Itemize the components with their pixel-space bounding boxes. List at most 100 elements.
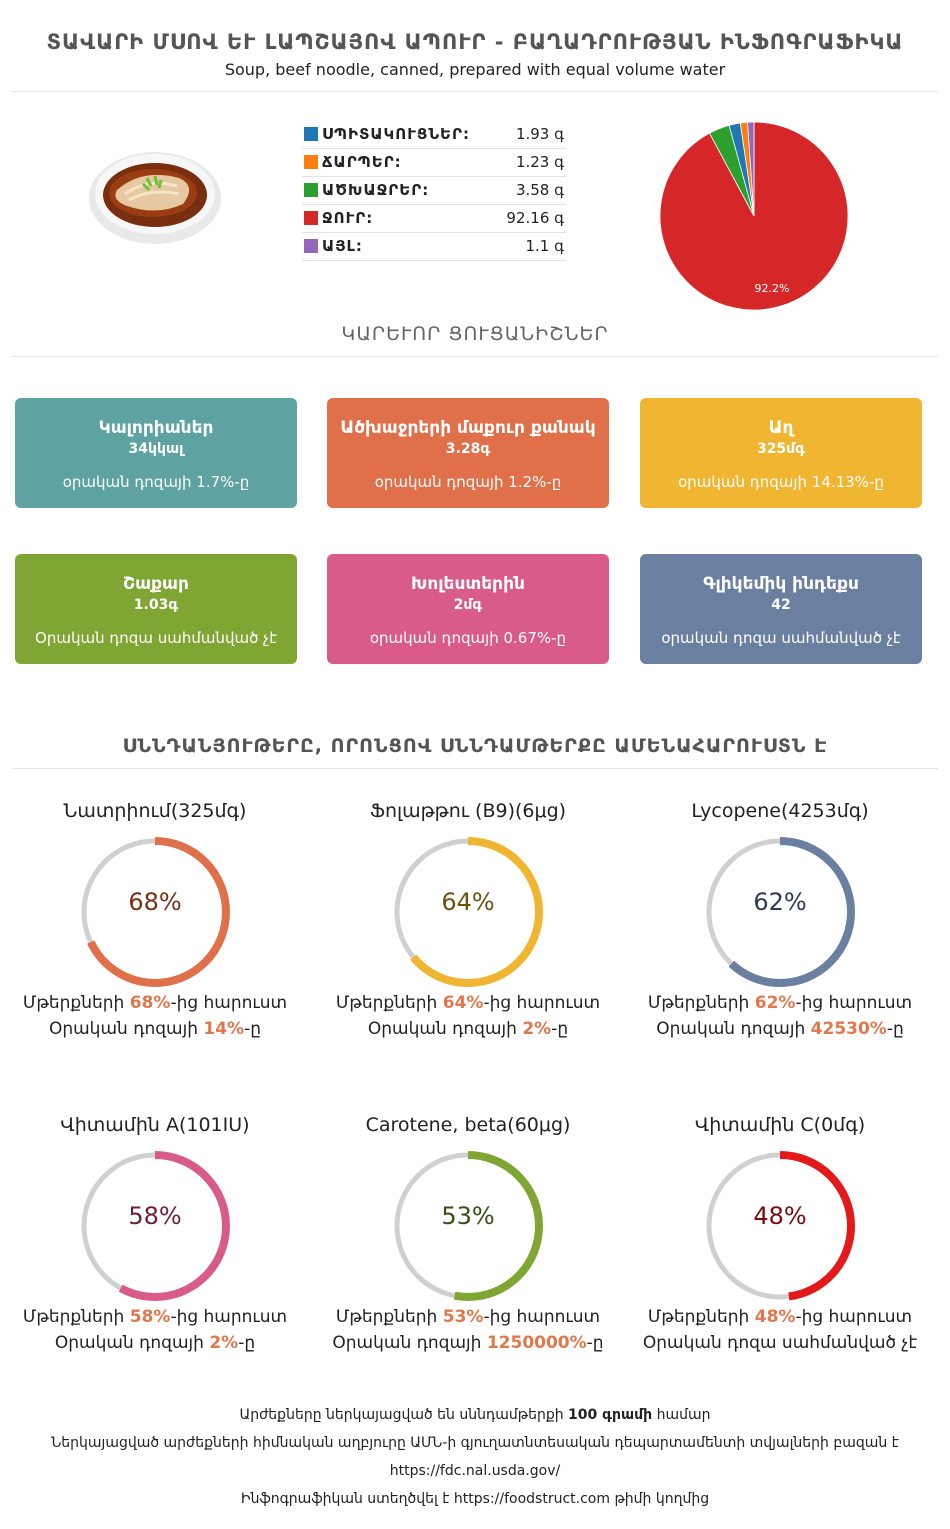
- nutrient-rank-text: Մթերքների 64%-ից հարուստ: [318, 993, 618, 1013]
- composition-value: 92.16 գ: [506, 209, 564, 227]
- rank-highlight: 68%: [129, 993, 171, 1013]
- composition-row: ՋՈՒՐ: 92.16 գ: [302, 205, 566, 233]
- nutrient-daily-text: Օրական դոզայի 42530%-ը: [630, 1020, 930, 1038]
- nutrient-name: Նատրիում(325մգ): [63, 800, 247, 822]
- card-title: Աղ: [768, 418, 794, 438]
- nutrient-percent: 62%: [753, 888, 807, 916]
- nutrient-ring: [80, 1151, 230, 1301]
- ring-progress: [393, 837, 543, 987]
- legend-swatch: [304, 183, 318, 197]
- composition-row: ՍՊԻՏԱԿՈՒՑՆԵՐ: 1.93 գ: [302, 121, 566, 149]
- daily-text: Օրական դոզայի: [48, 1019, 204, 1039]
- nutrient-name: Ֆոլաթթու (B9)(6μg): [369, 800, 567, 822]
- card-note: օրական դոզայի 0.67%-ը: [369, 629, 567, 647]
- daily-highlight: 42530%: [810, 1019, 887, 1039]
- rank-highlight: 53%: [442, 1307, 484, 1327]
- daily-text: -ը: [238, 1333, 256, 1353]
- footer-text: համար: [652, 1407, 711, 1423]
- nutrient-rank-text: Մթերքների 48%-ից հարուստ: [630, 1307, 930, 1327]
- nutrient-ring: [393, 837, 543, 987]
- indicator-card: Խոլեստերին 2մգ օրական դոզայի 0.67%-ը: [327, 554, 609, 664]
- rank-text: -ից հարուստ: [170, 1307, 288, 1327]
- indicator-card: Աղ 325մգ օրական դոզայի 14.13%-ը: [640, 398, 922, 508]
- composition-row: ԱՅԼ: 1.1 գ: [302, 233, 566, 261]
- nutrient-name: Lycopene(4253մգ): [691, 800, 869, 822]
- rank-highlight: 58%: [129, 1307, 171, 1327]
- nutrient-rank-text: Մթերքների 62%-ից հարուստ: [630, 993, 930, 1013]
- nutrient-rank-text: Մթերքների 53%-ից հարուստ: [318, 1307, 618, 1327]
- composition-label: ՃԱՐՊԵՐ:: [322, 153, 402, 171]
- daily-text: -ը: [886, 1019, 904, 1039]
- ring-progress: [705, 1151, 855, 1301]
- daily-text: Օրական դոզա սահմանված չէ: [642, 1333, 918, 1353]
- card-note: օրական դոզա սահմանված չէ: [661, 629, 901, 647]
- ring-progress: [80, 1151, 230, 1301]
- legend-swatch: [304, 211, 318, 225]
- daily-text: Օրական դոզայի: [367, 1019, 523, 1039]
- rank-text: -ից հարուստ: [795, 993, 913, 1013]
- divider: [12, 356, 938, 357]
- nutrient-percent: 53%: [441, 1202, 495, 1230]
- card-note: օրական դոզայի 1.7%-ը: [62, 473, 250, 491]
- soup-bowl-image: [89, 152, 221, 244]
- card-value: 34կկալ: [128, 441, 184, 457]
- nutrient-daily-text: Օրական դոզայի 2%-ը: [5, 1334, 305, 1352]
- nutrient-daily-text: Օրական դոզայի 1250000%-ը: [318, 1334, 618, 1352]
- nutrient-name: Վիտամին A(101IU): [60, 1114, 250, 1136]
- composition-label: ԱԾԽԱՋՐԵՐ:: [322, 181, 430, 199]
- card-note: Օրական դոզա սահմանված չէ: [35, 629, 277, 647]
- rank-text: Մթերքների: [22, 993, 130, 1013]
- nutrient-name: Վիտամին C(0մգ): [694, 1114, 866, 1136]
- ring-progress: [393, 1151, 543, 1301]
- daily-highlight: 2%: [209, 1333, 239, 1353]
- card-title: Կալորիաներ: [98, 418, 214, 438]
- card-value: 2մգ: [453, 597, 483, 613]
- rich-nutrients-heading: ՍՆՆԴԱՆՅՈՒԹԵՐԸ, ՈՐՈՆՑՈՎ ՍՆՆԴԱՄԹԵՐՔԸ ԱՄԵՆԱ…: [122, 735, 828, 757]
- daily-text: Օրական դոզայի: [332, 1333, 487, 1353]
- card-note: օրական դոզայի 14.13%-ը: [678, 473, 884, 491]
- rank-text: -ից հարուստ: [483, 993, 601, 1013]
- pie-slice-label: 92.2%: [755, 282, 790, 295]
- rank-text: Մթերքների: [335, 993, 443, 1013]
- card-note: օրական դոզայի 1.2%-ը: [374, 473, 562, 491]
- composition-row: ՃԱՐՊԵՐ: 1.23 գ: [302, 149, 566, 177]
- daily-text: -ը: [551, 1019, 569, 1039]
- legend-swatch: [304, 127, 318, 141]
- daily-text: Օրական դոզայի: [54, 1333, 210, 1353]
- footer-source-link[interactable]: https://fdc.nal.usda.gov/: [389, 1463, 561, 1479]
- indicator-card: Գլիկեմիկ ինդեքս 42 օրական դոզա սահմանված չ…: [640, 554, 922, 664]
- divider: [12, 91, 938, 92]
- rank-text: -ից հարուստ: [795, 1307, 913, 1327]
- indicator-card: Կալորիաներ 34կկալ օրական դոզայի 1.7%-ը: [15, 398, 297, 508]
- composition-label: ՍՊԻՏԱԿՈՒՑՆԵՐ:: [322, 125, 470, 143]
- nutrient-rank-text: Մթերքների 58%-ից հարուստ: [5, 1307, 305, 1327]
- nutrient-ring: [705, 837, 855, 987]
- nutrient-ring: [80, 837, 230, 987]
- card-title: Շաքար: [123, 574, 189, 594]
- daily-highlight: 1250000%: [486, 1333, 587, 1353]
- composition-label: ՋՈՒՐ:: [322, 209, 374, 227]
- daily-text: -ը: [586, 1333, 604, 1353]
- indicator-card: Ածխաջրերի մաքուր քանակ 3.28գ օրական դոզայի…: [327, 398, 609, 508]
- composition-value: 1.1 գ: [525, 237, 565, 255]
- nutrient-name: Carotene, beta(60μg): [365, 1114, 571, 1136]
- nutrient-daily-text: Օրական դոզա սահմանված չէ: [630, 1334, 930, 1352]
- rank-text: -ից հարուստ: [483, 1307, 601, 1327]
- card-title: Գլիկեմիկ ինդեքս: [703, 574, 859, 594]
- footer-bold: 100 գրամի: [568, 1407, 653, 1423]
- nutrient-percent: 68%: [128, 888, 182, 916]
- rank-text: Մթերքների: [647, 1307, 755, 1327]
- divider: [12, 768, 938, 769]
- indicator-card: Շաքար 1.03գ Օրական դոզա սահմանված չէ: [15, 554, 297, 664]
- key-indicators-heading: ԿԱՐԵՒՈՐ ՑՈՒՑԱՆԻՇՆԵՐ: [341, 323, 609, 345]
- rank-text: Մթերքների: [22, 1307, 130, 1327]
- card-value: 325մգ: [756, 441, 806, 457]
- rank-text: Մթերքների: [335, 1307, 443, 1327]
- composition-row: ԱԾԽԱՋՐԵՐ: 3.58 գ: [302, 177, 566, 205]
- rank-highlight: 64%: [442, 993, 484, 1013]
- composition-value: 3.58 գ: [515, 181, 564, 199]
- nutrient-percent: 64%: [441, 888, 495, 916]
- card-title: Խոլեստերին: [411, 574, 525, 594]
- legend-swatch: [304, 239, 318, 253]
- nutrient-percent: 58%: [128, 1202, 182, 1230]
